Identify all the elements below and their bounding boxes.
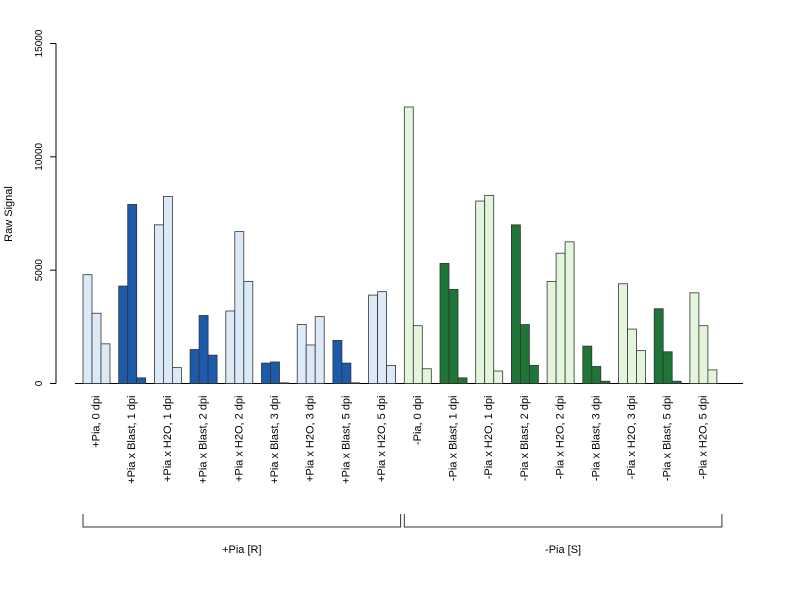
y-tick-label: 5000	[34, 259, 45, 282]
bar	[341, 362, 352, 384]
bar	[627, 328, 637, 384]
bar	[279, 382, 289, 384]
bar	[484, 194, 495, 384]
category-label: +Pia x Blast, 1 dpi	[126, 396, 138, 484]
y-axis: 0 5000 10000 15000	[34, 29, 57, 386]
bar	[162, 196, 173, 384]
bar	[671, 380, 682, 384]
category-label: +Pia x Blast, 2 dpi	[198, 396, 210, 484]
category-label: +Pia x Blast, 5 dpi	[340, 396, 352, 484]
bar	[591, 366, 602, 384]
bar	[707, 369, 718, 384]
bar	[439, 262, 450, 384]
category-label: -Pia x H2O, 5 dpi	[697, 396, 709, 480]
bar	[403, 106, 414, 384]
bar	[582, 345, 593, 384]
bar	[136, 377, 147, 384]
category-label: +Pia x Blast, 3 dpi	[269, 396, 281, 484]
bar	[412, 325, 423, 384]
category-label: +Pia, 0 dpi	[91, 396, 103, 448]
bar	[520, 324, 530, 384]
bar	[510, 224, 521, 384]
bar	[261, 362, 271, 384]
category-label: -Pia x H2O, 2 dpi	[555, 396, 567, 480]
group-bracket	[82, 514, 402, 528]
bar	[475, 200, 486, 384]
bar	[171, 367, 182, 384]
category-label: -Pia x H2O, 1 dpi	[483, 396, 495, 480]
bar	[546, 281, 557, 384]
group-label: -Pia [S]	[545, 544, 581, 556]
bar	[368, 294, 379, 384]
bar	[421, 368, 432, 384]
bar	[689, 292, 700, 384]
y-tick-label: 0	[34, 380, 45, 386]
bar	[153, 224, 164, 384]
category-label: -Pia, 0 dpi	[412, 396, 424, 446]
bar	[234, 231, 245, 384]
bar	[457, 377, 468, 384]
bar	[377, 291, 388, 384]
bar	[698, 325, 709, 384]
bar	[332, 340, 343, 384]
bar	[386, 364, 397, 384]
category-label: +Pia x H2O, 3 dpi	[305, 396, 317, 483]
y-axis-title: Raw Signal	[3, 186, 15, 242]
bar	[100, 343, 111, 384]
bar	[305, 344, 316, 384]
category-label: -Pia x Blast, 2 dpi	[519, 396, 531, 482]
y-tick-label: 15000	[34, 29, 45, 57]
category-label: +Pia x H2O, 5 dpi	[376, 396, 388, 483]
bar	[350, 382, 361, 384]
bars	[82, 106, 718, 384]
bar	[618, 283, 628, 384]
bar	[600, 380, 611, 384]
bar	[82, 274, 93, 384]
bar	[314, 316, 325, 384]
bar	[243, 281, 254, 384]
bar	[91, 312, 102, 384]
category-label: -Pia x H2O, 3 dpi	[626, 396, 638, 480]
group-brackets: +Pia [R] -Pia [S]	[82, 514, 723, 556]
bar	[493, 370, 504, 384]
bar	[636, 350, 646, 384]
bar	[225, 310, 236, 384]
category-label: -Pia x Blast, 5 dpi	[662, 396, 674, 482]
bar	[296, 324, 307, 384]
bar	[198, 315, 209, 384]
bar	[127, 204, 138, 384]
category-label: -Pia x Blast, 1 dpi	[448, 396, 460, 482]
category-label: +Pia x H2O, 1 dpi	[162, 396, 174, 483]
category-label: +Pia x H2O, 2 dpi	[233, 396, 245, 483]
bar	[448, 289, 459, 384]
bar	[555, 252, 566, 384]
bar	[529, 364, 539, 384]
bar	[662, 351, 673, 384]
bar	[118, 285, 129, 384]
group-bracket	[403, 514, 723, 528]
bar	[653, 308, 664, 384]
bar	[270, 361, 280, 384]
category-labels: +Pia, 0 dpi +Pia x Blast, 1 dpi +Pia x H2O…	[91, 396, 710, 484]
category-label: -Pia x Blast, 3 dpi	[590, 396, 602, 482]
bar	[564, 241, 575, 384]
bar	[189, 349, 200, 384]
y-tick-label: 10000	[34, 142, 45, 170]
group-label: +Pia [R]	[222, 544, 261, 556]
bar	[207, 354, 218, 384]
